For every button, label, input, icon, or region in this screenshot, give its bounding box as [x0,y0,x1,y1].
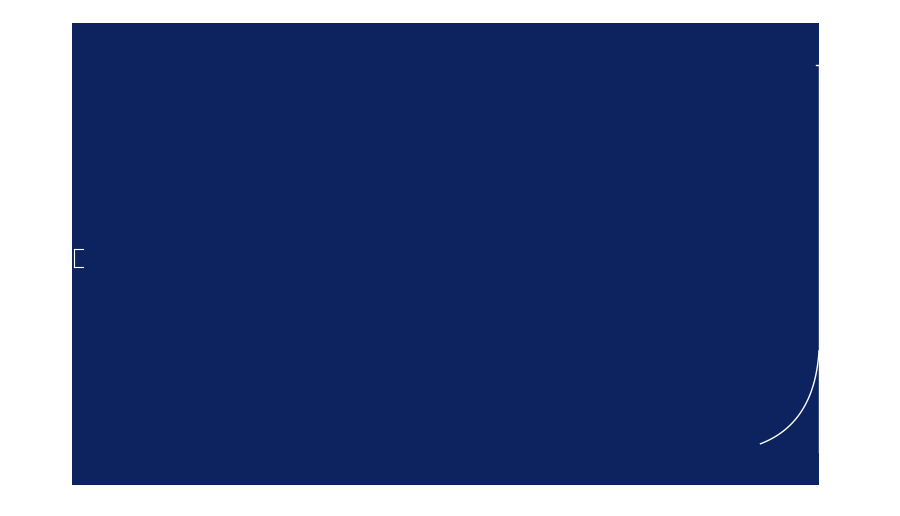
Text: D: D [61,253,68,263]
Bar [72,23,819,485]
